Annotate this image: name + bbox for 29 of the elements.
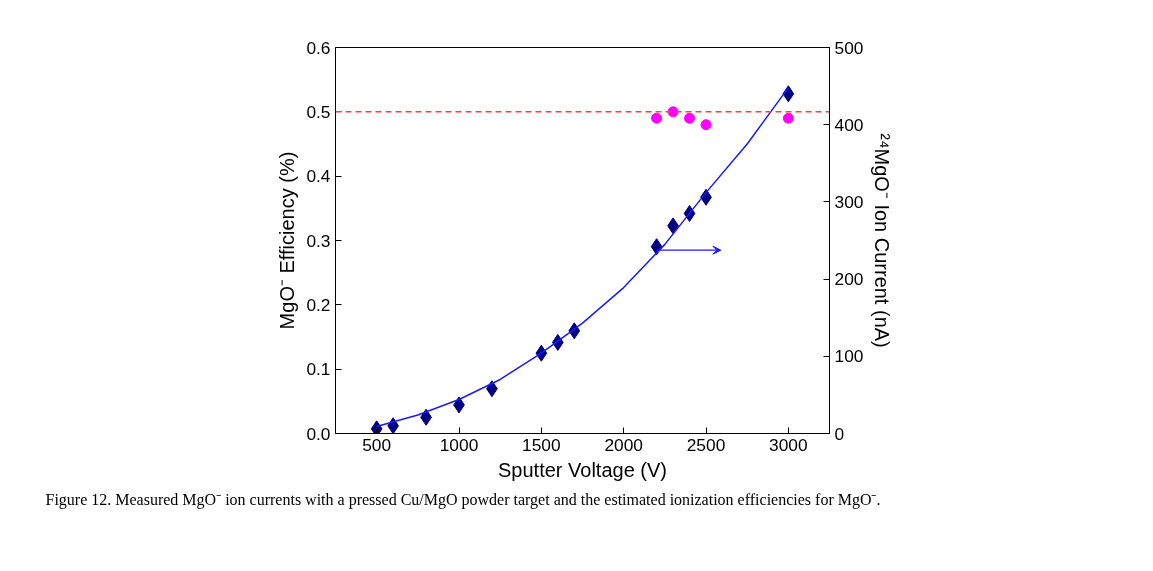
x-tick-label: 500 — [362, 434, 392, 455]
point — [370, 420, 383, 434]
y-tick-label: 0.5 — [306, 101, 331, 122]
point — [684, 112, 696, 124]
y2-tick-label: 100 — [834, 346, 864, 367]
x-axis-title: Sputter Voltage (V) — [498, 458, 667, 481]
point — [700, 119, 712, 131]
x-tick-label: 3000 — [769, 434, 808, 455]
y-tick-label: 0.0 — [306, 423, 331, 444]
y-axis-title: MgO⁻ Efficiency (%) — [276, 151, 299, 330]
y-tick-label: 0.2 — [306, 294, 331, 315]
y-tick-label: 0.6 — [306, 37, 331, 58]
x-tick-label: 2500 — [686, 434, 726, 455]
x-tick-label: 1500 — [522, 434, 561, 455]
point — [387, 417, 399, 434]
y-tick-label: 0.1 — [306, 359, 331, 380]
y2-tick-label: 300 — [834, 191, 864, 212]
y2-axis-title: ²⁴MgO⁻ Ion Current (nA) — [871, 133, 894, 348]
point — [782, 112, 794, 124]
x-tick-label: 2000 — [604, 434, 643, 455]
x-tick-label: 1000 — [439, 434, 479, 455]
y2-tick-label: 0 — [834, 423, 845, 444]
y-tick-label: 0.4 — [306, 166, 331, 187]
y2-tick-label: 400 — [834, 114, 864, 135]
point — [651, 112, 663, 124]
caption: Figure 12. Measured MgO⁻ ion currents with a pressed Cu/MgO powder target and the estimated ionization efficiencies for MgO⁻. — [45, 490, 881, 509]
y2-tick-label: 500 — [834, 37, 864, 58]
y-tick-label: 0.3 — [306, 230, 331, 251]
y2-tick-label: 200 — [834, 269, 864, 290]
